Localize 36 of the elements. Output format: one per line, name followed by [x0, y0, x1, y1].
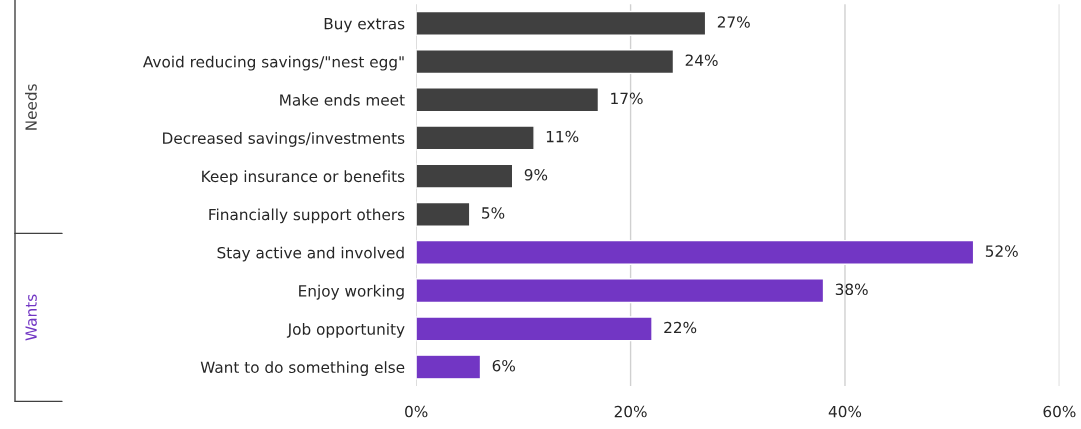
- bar: [416, 125, 535, 151]
- y-tick-label: Stay active and involved: [217, 246, 404, 262]
- bar: [416, 10, 707, 36]
- data-label: 17%: [611, 92, 643, 105]
- text: Wants: [25, 294, 37, 341]
- data-label: 5%: [482, 207, 505, 219]
- data-label: 52%: [985, 245, 1018, 257]
- bar: [416, 163, 514, 189]
- y-tick-label: Keep insurance or benefits: [202, 170, 405, 186]
- data-label: 24%: [685, 54, 718, 66]
- y-tick-label: Enjoy working: [299, 284, 404, 300]
- bar: [416, 49, 675, 75]
- data-label: 11%: [546, 130, 579, 143]
- data-label: 6%: [492, 359, 516, 372]
- x-tick-label: 60%: [1043, 405, 1076, 418]
- bar: [416, 201, 471, 227]
- bar: [416, 239, 975, 265]
- y-tick-label: Financially support others: [209, 208, 405, 224]
- data-label: 38%: [835, 283, 868, 296]
- y-tick-label: Decreased savings/investments: [163, 132, 405, 147]
- x-tick-label: 40%: [828, 405, 862, 418]
- y-tick-label: Want to do something else: [200, 361, 405, 376]
- data-label: 22%: [664, 321, 697, 334]
- bar: [416, 354, 482, 380]
- bar: [416, 278, 825, 304]
- data-label: 9%: [524, 168, 548, 181]
- text: Needs: [25, 84, 37, 130]
- y-tick-label: Buy extras: [324, 18, 405, 33]
- x-tick-label: 20%: [614, 405, 647, 418]
- bar: [416, 316, 653, 342]
- y-tick-label: Make ends meet: [280, 93, 405, 106]
- x-tick-label: 0%: [405, 405, 428, 418]
- bar: [416, 87, 600, 113]
- y-tick-label: Avoid reducing savings/"nest egg": [143, 55, 404, 71]
- data-label: 27%: [717, 16, 750, 28]
- y-tick-label: Job opportunity: [286, 323, 405, 338]
